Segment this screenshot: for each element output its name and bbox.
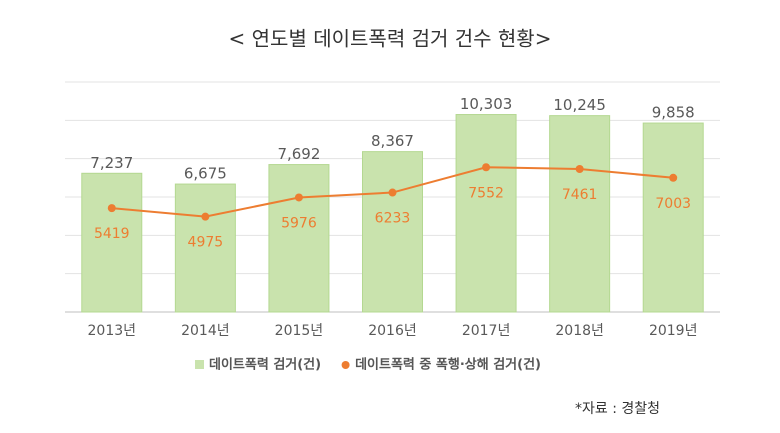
bar <box>549 115 611 313</box>
line-value-label: 7003 <box>655 196 691 212</box>
bar-value-label: 10,245 <box>553 96 606 114</box>
line-point <box>107 204 116 213</box>
bar-value-label: 7,237 <box>90 154 133 172</box>
bar-value-label: 6,675 <box>184 165 227 183</box>
line-value-label: 5419 <box>94 226 130 242</box>
line-value-label: 7461 <box>562 187 598 203</box>
line-value-label: 4975 <box>188 235 224 251</box>
bar <box>455 114 517 313</box>
bar <box>174 183 236 313</box>
bar-value-label: 9,858 <box>652 104 695 122</box>
line-value-label: 5976 <box>281 215 317 231</box>
source-note: *자료 : 경찰청 <box>575 401 660 417</box>
x-tick-label: 2017년 <box>462 323 511 339</box>
bar-value-label: 7,692 <box>277 145 320 163</box>
line-point <box>201 212 210 221</box>
line-point <box>388 188 397 197</box>
line-value-label: 7552 <box>468 185 504 201</box>
line-value-label: 6233 <box>375 211 411 227</box>
legend-swatch <box>341 361 350 369</box>
x-tick-label: 2019년 <box>649 323 698 339</box>
x-tick-label: 2013년 <box>88 323 137 339</box>
line-point <box>294 193 303 202</box>
line-point <box>575 164 584 173</box>
bar-value-label: 10,303 <box>460 95 513 113</box>
x-tick-label: 2018년 <box>555 323 604 339</box>
chart-title: < 연도별 데이트폭력 검거 건수 현황> <box>229 27 552 51</box>
x-tick-label: 2016년 <box>368 323 417 339</box>
bar <box>642 122 704 313</box>
bar <box>81 172 143 313</box>
line-point <box>669 173 678 182</box>
x-tick-label: 2015년 <box>275 323 324 339</box>
bar <box>362 151 423 313</box>
legend-label: 데이트폭력 중 폭행·상해 검거(건) <box>355 357 541 373</box>
line-point <box>482 163 491 172</box>
bar-value-label: 8,367 <box>371 132 414 150</box>
legend-swatch <box>195 360 204 369</box>
x-tick-label: 2014년 <box>181 323 230 339</box>
legend-label: 데이트폭력 검거(건) <box>209 357 321 373</box>
bar <box>268 164 330 313</box>
